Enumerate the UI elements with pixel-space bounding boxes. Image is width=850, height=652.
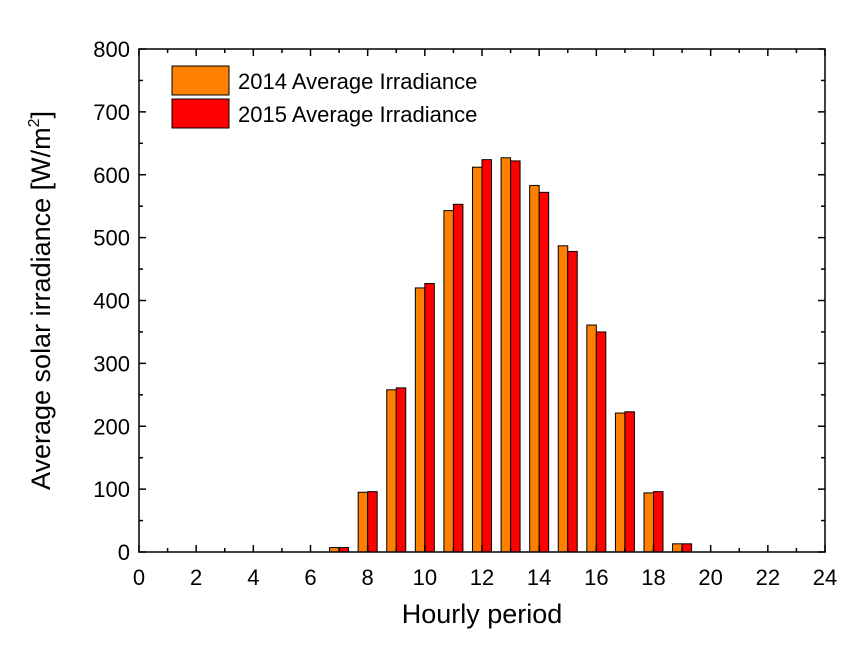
bar-2014-hour-12 bbox=[472, 166, 483, 553]
x-tick-label-0: 0 bbox=[133, 565, 145, 590]
ticks-layer: 0 2 4 6 8 10 12 14 16 18 20 22 240100200300400500600… bbox=[93, 37, 837, 590]
y-tick-label-800: 800 bbox=[93, 37, 130, 62]
x-tick-label-8: 8 bbox=[362, 565, 374, 590]
bar-2015-hour-9 bbox=[395, 387, 407, 553]
y-axis-title-close: ] bbox=[26, 111, 56, 119]
bar-2015-hour-14 bbox=[538, 191, 550, 553]
x-tick-label-4: 4 bbox=[247, 565, 259, 590]
x-axis-title: Hourly period bbox=[402, 599, 563, 629]
legend-label-2015: 2015 Average Irradiance bbox=[238, 102, 477, 127]
bar-2015-hour-12 bbox=[481, 159, 492, 553]
legend: 2014 Average Irradiance 2015 Average Irr… bbox=[171, 65, 477, 129]
bar-2014-hour-16 bbox=[586, 324, 597, 553]
x-tick-label-12: 12 bbox=[470, 565, 494, 590]
bar-2015-hour-15 bbox=[567, 250, 578, 553]
x-tick-label-24: 24 bbox=[813, 565, 837, 590]
bar-2015-hour-16 bbox=[595, 331, 607, 553]
bar-2015-hour-19 bbox=[681, 543, 693, 553]
x-tick-label-14: 14 bbox=[527, 565, 551, 590]
bar-2015-hour-18 bbox=[653, 491, 664, 553]
bar-2015-hour-10 bbox=[424, 283, 435, 553]
y-axis-title-superscript: 2 bbox=[26, 118, 43, 127]
legend-swatch-2014 bbox=[171, 65, 230, 96]
bar-2014-hour-13 bbox=[500, 157, 512, 553]
y-tick-label-400: 400 bbox=[93, 289, 130, 314]
x-tick-label-18: 18 bbox=[641, 565, 665, 590]
bars-layer bbox=[329, 157, 693, 553]
y-tick-label-500: 500 bbox=[93, 226, 130, 251]
bar-2014-hour-15 bbox=[557, 245, 569, 553]
x-tick-label-10: 10 bbox=[413, 565, 437, 590]
bar-2014-hour-17 bbox=[614, 412, 626, 553]
legend-swatch-2015 bbox=[171, 98, 230, 129]
y-tick-label-0: 0 bbox=[118, 540, 130, 565]
bar-2014-hour-14 bbox=[529, 184, 540, 553]
bar-2015-hour-13 bbox=[510, 160, 521, 553]
y-axis-title-main: Average solar irradiance [W/m bbox=[26, 127, 56, 490]
y-tick-label-600: 600 bbox=[93, 163, 130, 188]
x-tick-label-6: 6 bbox=[304, 565, 316, 590]
y-tick-label-200: 200 bbox=[93, 414, 130, 439]
x-tick-label-22: 22 bbox=[756, 565, 780, 590]
bar-2014-hour-10 bbox=[414, 287, 426, 553]
bar-2014-hour-11 bbox=[443, 210, 454, 553]
bar-2015-hour-8 bbox=[367, 491, 378, 553]
x-tick-label-20: 20 bbox=[698, 565, 722, 590]
y-tick-label-700: 700 bbox=[93, 100, 130, 125]
x-tick-label-16: 16 bbox=[584, 565, 608, 590]
bar-2015-hour-11 bbox=[452, 203, 464, 553]
y-axis-title: Average solar irradiance [W/m2] bbox=[26, 111, 56, 490]
bar-2015-hour-17 bbox=[624, 411, 635, 553]
bar-2014-hour-9 bbox=[386, 389, 397, 553]
bar-2014-hour-8 bbox=[357, 491, 369, 553]
y-tick-label-100: 100 bbox=[93, 477, 130, 502]
bar-2014-hour-19 bbox=[672, 543, 683, 553]
bar-2014-hour-18 bbox=[643, 492, 654, 553]
y-tick-label-300: 300 bbox=[93, 351, 130, 376]
legend-label-2014: 2014 Average Irradiance bbox=[238, 69, 477, 94]
x-tick-label-2: 2 bbox=[190, 565, 202, 590]
